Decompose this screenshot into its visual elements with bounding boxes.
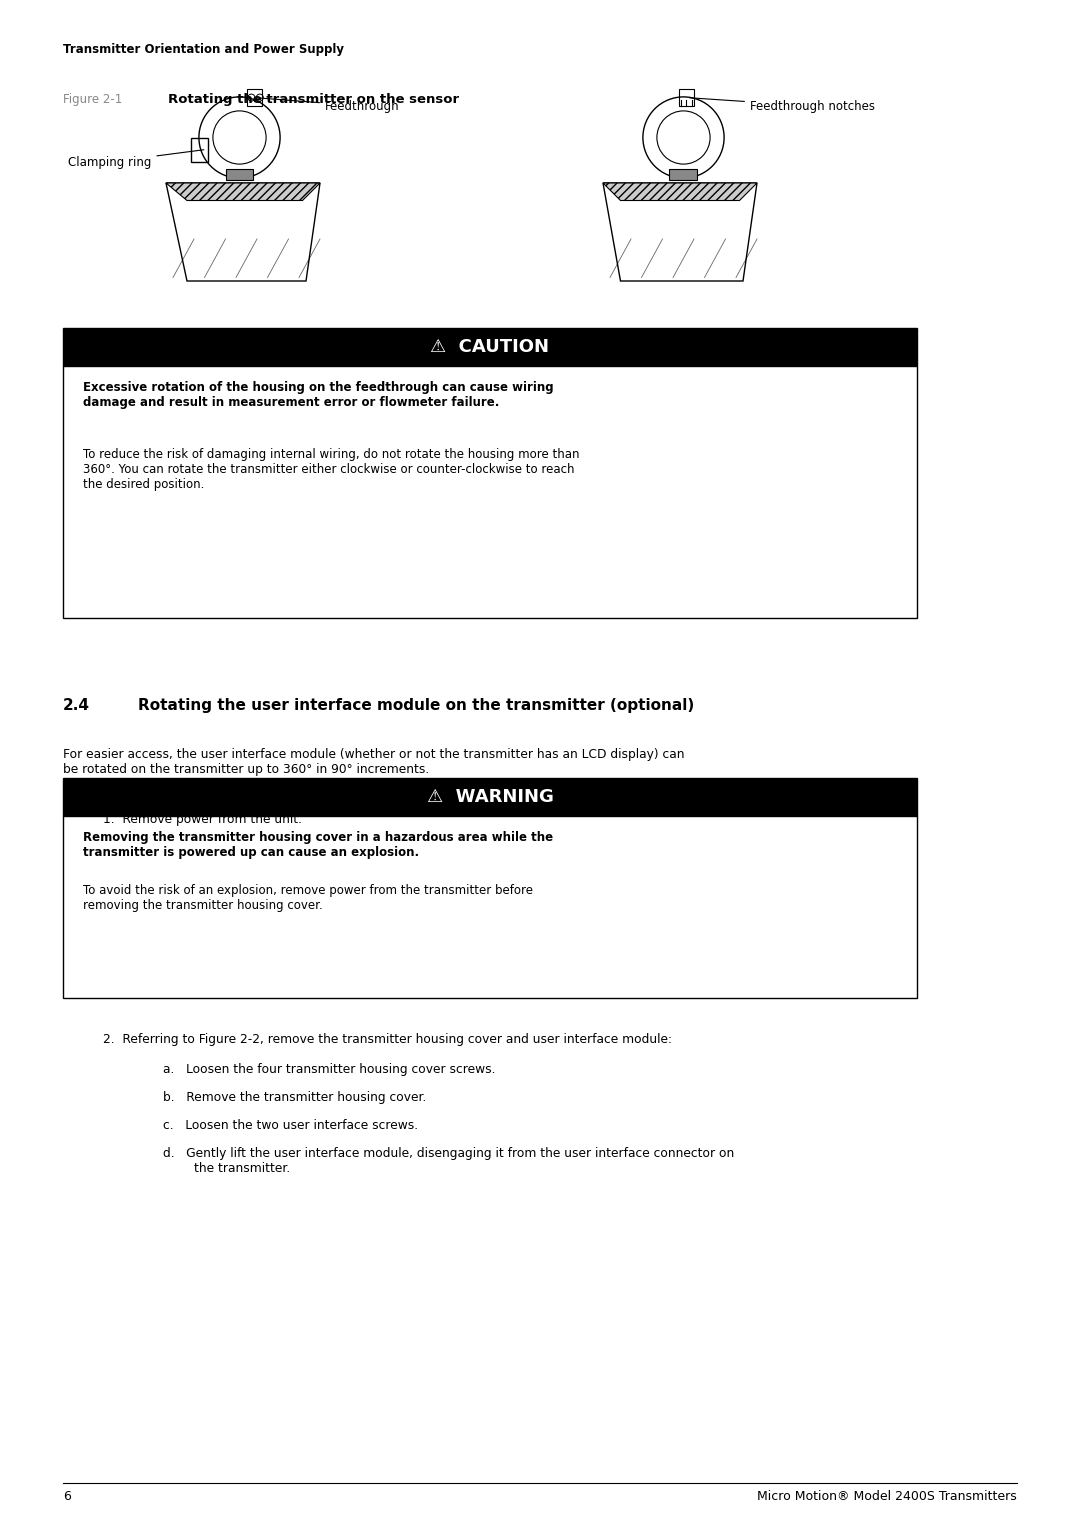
Bar <box>226 170 254 179</box>
Text: ⚠  CAUTION: ⚠ CAUTION <box>431 338 550 356</box>
Text: Feedthrough notches: Feedthrough notches <box>690 98 875 113</box>
Bar <box>190 138 208 162</box>
Text: Rotating the user interface module on the transmitter (optional): Rotating the user interface module on th… <box>138 698 694 714</box>
FancyBboxPatch shape <box>63 816 917 998</box>
Text: Excessive rotation of the housing on the feedthrough can cause wiring
damage and: Excessive rotation of the housing on the… <box>83 380 554 410</box>
Text: To rotate the user interface module on the transmitter:: To rotate the user interface module on t… <box>63 788 401 801</box>
Text: 1.  Remove power from the unit.: 1. Remove power from the unit. <box>103 813 302 827</box>
Bar <box>246 89 261 105</box>
Text: ⚠  WARNING: ⚠ WARNING <box>427 788 553 805</box>
Text: Transmitter Orientation and Power Supply: Transmitter Orientation and Power Supply <box>63 43 345 57</box>
FancyBboxPatch shape <box>63 778 917 816</box>
Polygon shape <box>603 183 757 200</box>
FancyBboxPatch shape <box>63 329 917 367</box>
Text: 2.  Referring to Figure 2-2, remove the transmitter housing cover and user inter: 2. Referring to Figure 2-2, remove the t… <box>103 1033 672 1047</box>
FancyBboxPatch shape <box>63 367 917 617</box>
Text: To reduce the risk of damaging internal wiring, do not rotate the housing more t: To reduce the risk of damaging internal … <box>83 448 580 490</box>
Text: 2.4: 2.4 <box>63 698 90 714</box>
Text: For easier access, the user interface module (whether or not the transmitter has: For easier access, the user interface mo… <box>63 749 685 776</box>
Text: Figure 2-1: Figure 2-1 <box>63 93 122 105</box>
Text: Feedthrough: Feedthrough <box>257 98 400 113</box>
Text: c.   Loosen the two user interface screws.: c. Loosen the two user interface screws. <box>163 1118 418 1132</box>
Text: a.   Loosen the four transmitter housing cover screws.: a. Loosen the four transmitter housing c… <box>163 1063 496 1076</box>
Text: Micro Motion® Model 2400S Transmitters: Micro Motion® Model 2400S Transmitters <box>757 1490 1017 1504</box>
Text: 6: 6 <box>63 1490 71 1504</box>
Text: To avoid the risk of an explosion, remove power from the transmitter before
remo: To avoid the risk of an explosion, remov… <box>83 885 534 912</box>
Text: d.   Gently lift the user interface module, disengaging it from the user interfa: d. Gently lift the user interface module… <box>163 1148 734 1175</box>
Text: Removing the transmitter housing cover in a hazardous area while the
transmitter: Removing the transmitter housing cover i… <box>83 831 553 859</box>
Polygon shape <box>166 183 320 200</box>
Text: Clamping ring: Clamping ring <box>68 150 204 168</box>
Bar <box>670 170 698 179</box>
Text: Rotating the transmitter on the sensor: Rotating the transmitter on the sensor <box>168 93 459 105</box>
Bar <box>678 89 694 105</box>
Text: b.   Remove the transmitter housing cover.: b. Remove the transmitter housing cover. <box>163 1091 427 1105</box>
